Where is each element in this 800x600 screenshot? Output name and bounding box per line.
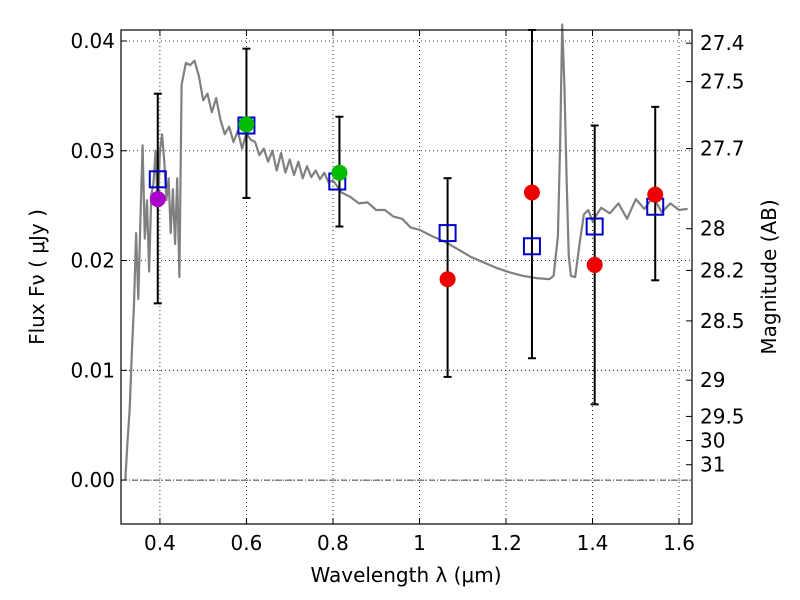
observed-flux-point [238,116,255,133]
model-flux-square [438,224,457,243]
y2-tick-label: 29 [700,368,725,392]
y2-tick-label: 30 [700,429,725,453]
y-tick-label: 0.01 [70,358,115,382]
y-tick-label: 0.02 [70,249,115,273]
y-axis-label: Flux Fν ( μJy ) [25,209,49,345]
y2-tick-label: 28.5 [700,309,745,333]
x-tick-label: 1.6 [663,531,695,555]
y2-tick-label: 29.5 [700,404,745,428]
x-axis-ticks: 0.4 0.6 0.8 1 1.2 1.4 1.6 [144,30,695,555]
y2-axis-label: Magnitude (AB) [757,199,781,354]
observed-flux-point [523,184,540,201]
observed-flux-points [149,116,664,288]
y2-tick-label: 31 [700,453,725,477]
model-flux-square [585,217,604,236]
x-tick-label: 0.4 [144,531,176,555]
x-tick-label: 1 [413,531,426,555]
y-tick-label: 0.03 [70,139,115,163]
x-tick-label: 1.4 [577,531,609,555]
y-tick-label: 0.04 [70,29,115,53]
y2-tick-label: 27.4 [700,31,745,55]
x-tick-label: 0.8 [317,531,349,555]
plot-frame [120,29,693,525]
model-spectrum-line [124,23,688,481]
observed-flux-point [647,186,664,203]
model-flux-square [522,237,541,256]
observed-flux-point [149,191,166,208]
y-tick-label: 0.00 [70,468,115,492]
observed-flux-point [586,256,603,273]
y2-tick-label: 28 [700,217,725,241]
y2-tick-label: 27.7 [700,137,745,161]
y-axis-ticks: 0.00 0.01 0.02 0.03 0.04 [70,29,127,492]
x-tick-label: 1.2 [490,531,522,555]
model-flux-square [148,170,167,189]
observed-flux-point [331,164,348,181]
observed-flux-point [439,271,456,288]
y2-tick-label: 27.5 [700,70,745,94]
x-axis-label: Wavelength λ (μm) [310,563,501,587]
y2-tick-label: 28.2 [700,258,745,282]
x-tick-label: 0.6 [231,531,263,555]
